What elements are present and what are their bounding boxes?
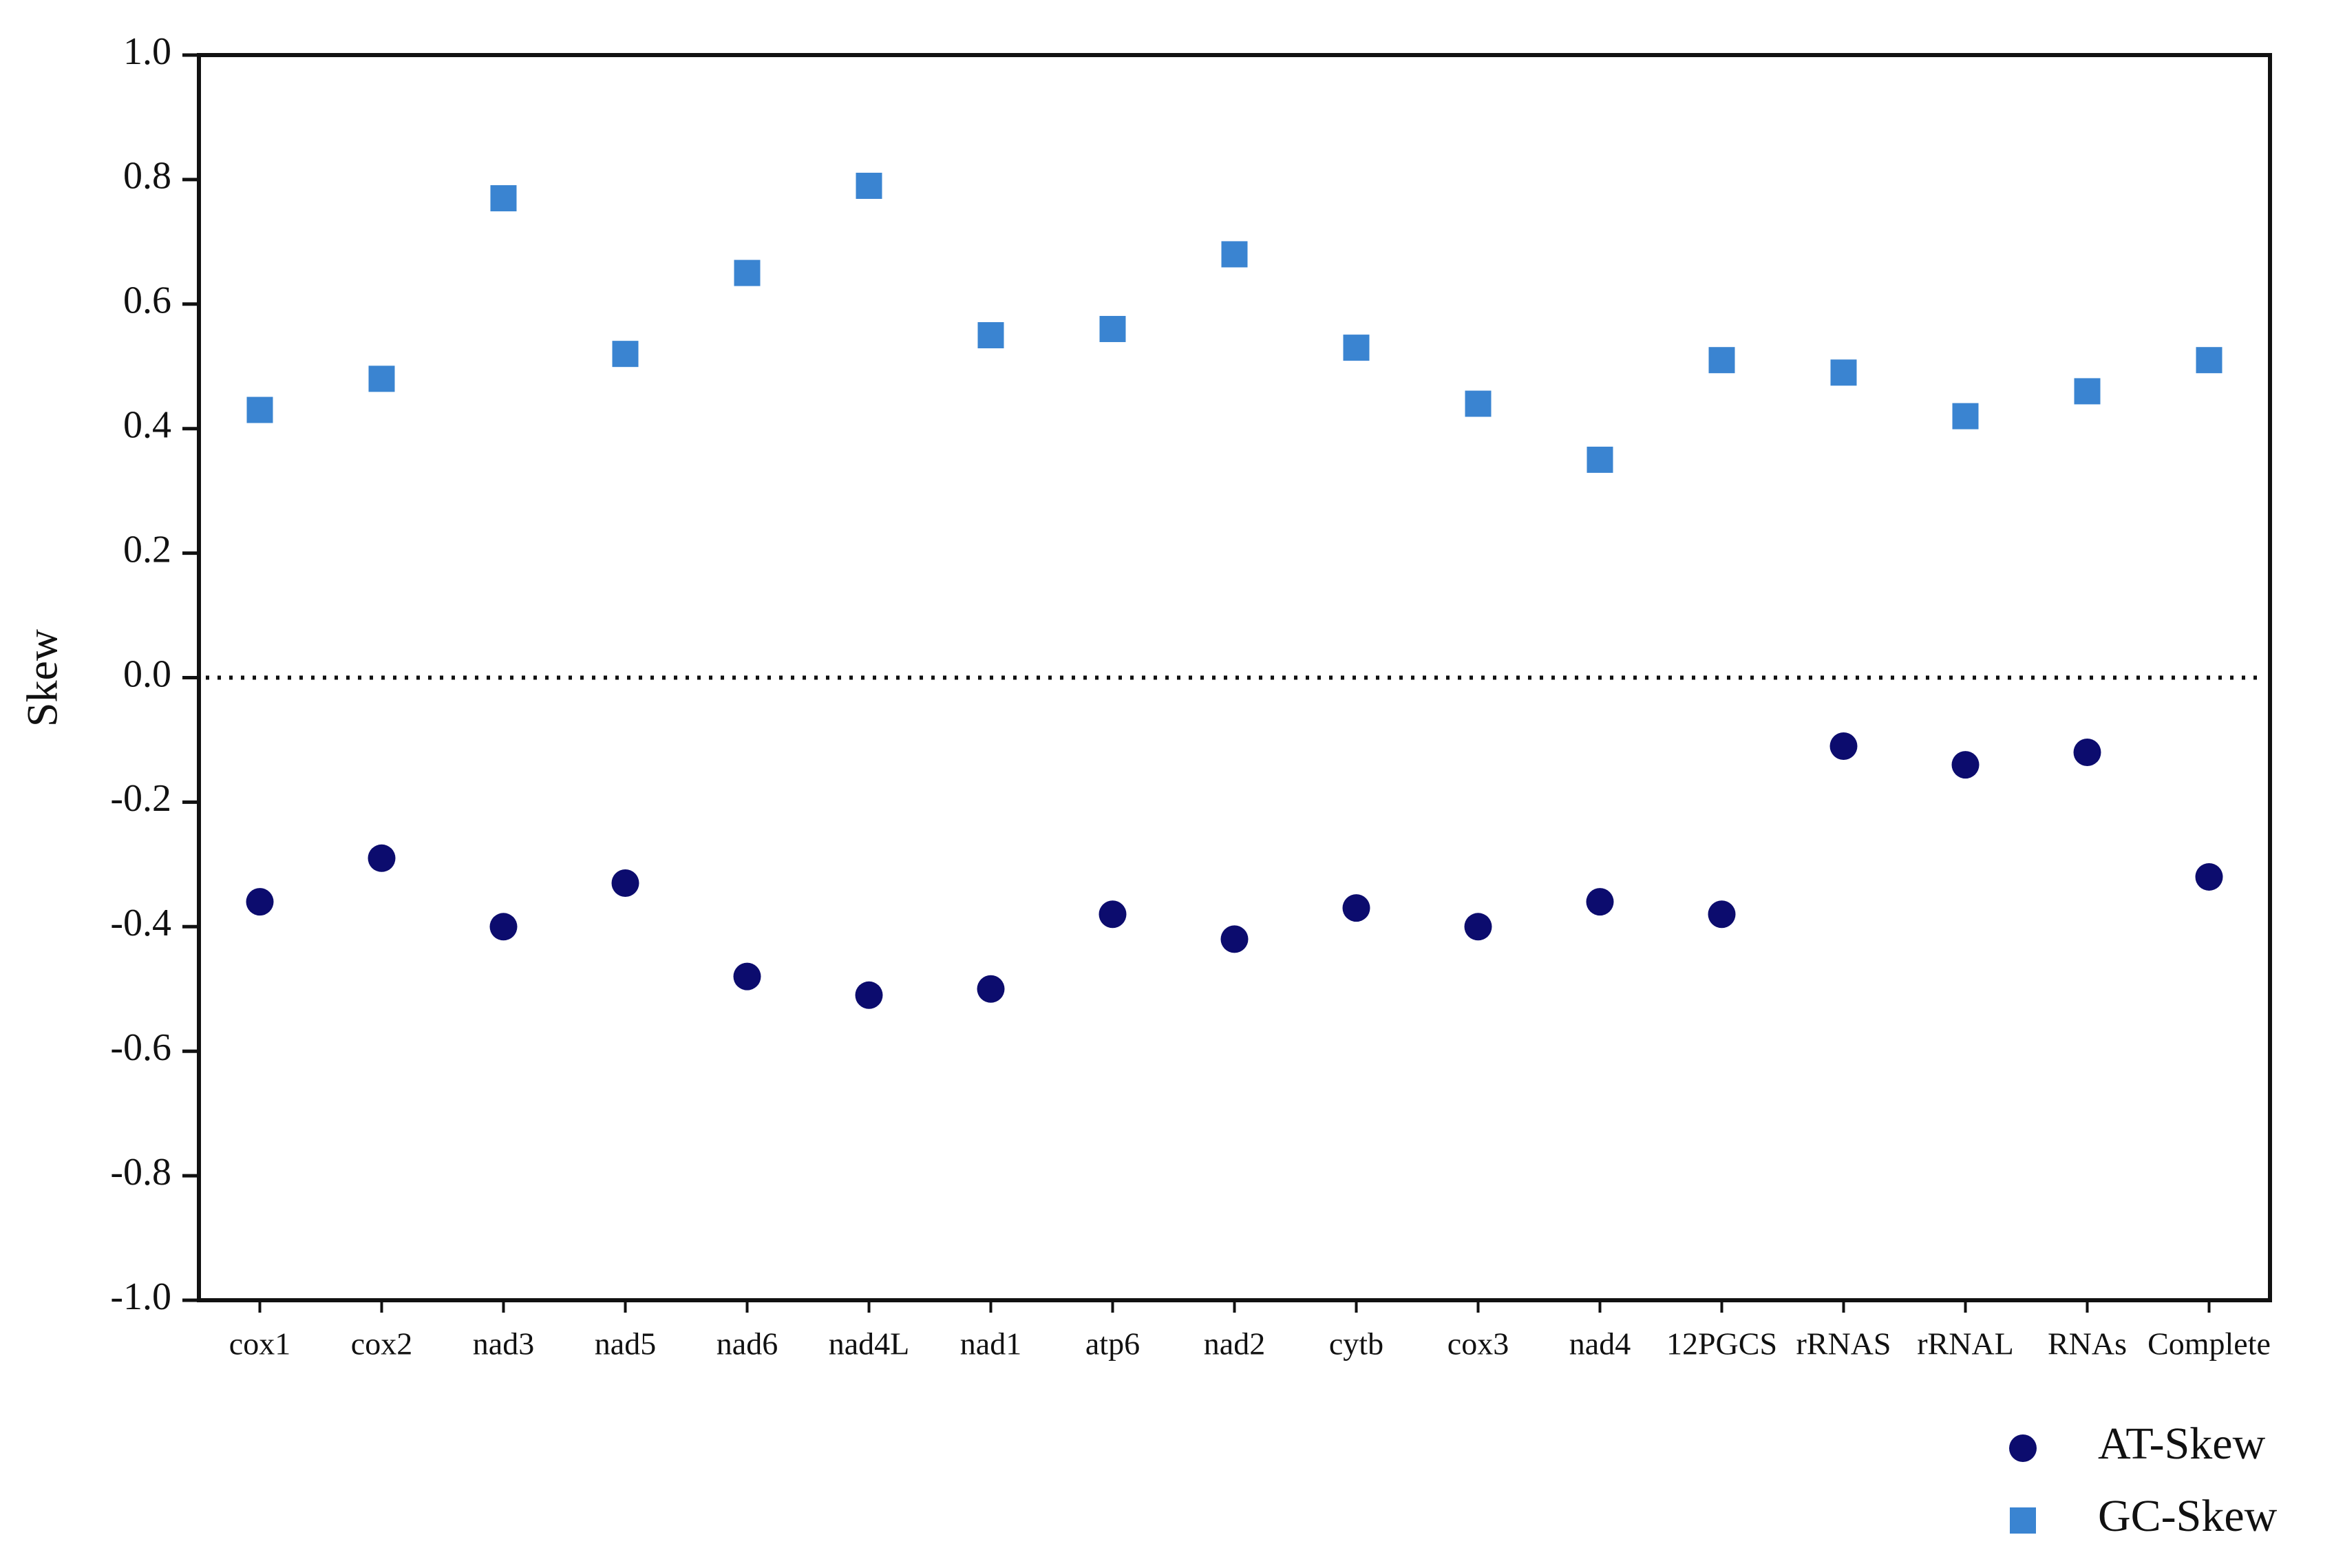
y-tick-label: 0.4 [123,404,171,447]
point [368,365,395,392]
x-tick-label: nad4 [1569,1326,1631,1362]
y-tick-label: 0.0 [123,653,171,695]
point [733,962,761,990]
point [855,981,883,1009]
point [1708,900,1736,929]
point [1220,925,1249,953]
x-tick-label: Complete [2147,1326,2271,1362]
x-tick-label: rRNAL [1917,1326,2014,1362]
legend-marker [2009,1434,2037,1462]
legend-label: AT-Skew [2098,1419,2266,1469]
point [734,259,761,286]
point [2196,347,2222,374]
x-tick-label: RNAs [2048,1326,2127,1362]
y-tick-label: 0.6 [123,279,171,322]
y-tick-label: 1.0 [123,30,171,73]
x-tick-label: atp6 [1085,1326,1140,1362]
point [1708,347,1735,374]
point [368,844,396,872]
x-tick-label: rRNAS [1796,1326,1891,1362]
legend-marker [2010,1507,2036,1534]
y-axis-label: Skew [18,629,67,727]
point [490,185,517,212]
x-tick-label: nad2 [1204,1326,1265,1362]
point [2195,862,2223,891]
y-tick-label: 0.8 [123,155,171,198]
y-tick-label: -1.0 [110,1275,171,1318]
x-tick-label: nad3 [473,1326,534,1362]
x-tick-label: cox1 [229,1326,290,1362]
point [246,396,273,423]
point [1465,390,1492,417]
point [1099,900,1127,929]
point [856,172,882,199]
point [2073,739,2101,767]
point [1829,732,1858,760]
x-tick-label: nad4L [829,1326,910,1362]
point [1587,446,1613,473]
point [611,869,639,897]
x-tick-label: cox3 [1447,1326,1509,1362]
x-tick-label: nad6 [717,1326,778,1362]
point [1952,403,1979,430]
point [1464,913,1492,941]
x-tick-label: nad1 [960,1326,1021,1362]
y-tick-label: 0.2 [123,528,171,571]
point [977,975,1005,1003]
point [1830,359,1857,386]
point [1343,335,1370,361]
point [1951,751,1980,779]
x-tick-label: cytb [1329,1326,1383,1362]
point [612,341,639,368]
point [2074,378,2101,405]
x-tick-label: 12PGCS [1666,1326,1777,1362]
y-tick-label: -0.8 [110,1151,171,1194]
point [1221,241,1248,268]
y-tick-label: -0.4 [110,902,171,944]
point [1099,315,1126,342]
x-tick-label: cox2 [351,1326,412,1362]
point [1586,888,1614,916]
legend-label: GC-Skew [2098,1491,2278,1541]
y-tick-label: -0.6 [110,1026,171,1069]
point [489,913,518,941]
point [977,322,1004,349]
point [246,888,274,916]
x-tick-label: nad5 [595,1326,656,1362]
point [1342,894,1370,922]
y-tick-label: -0.2 [110,777,171,820]
